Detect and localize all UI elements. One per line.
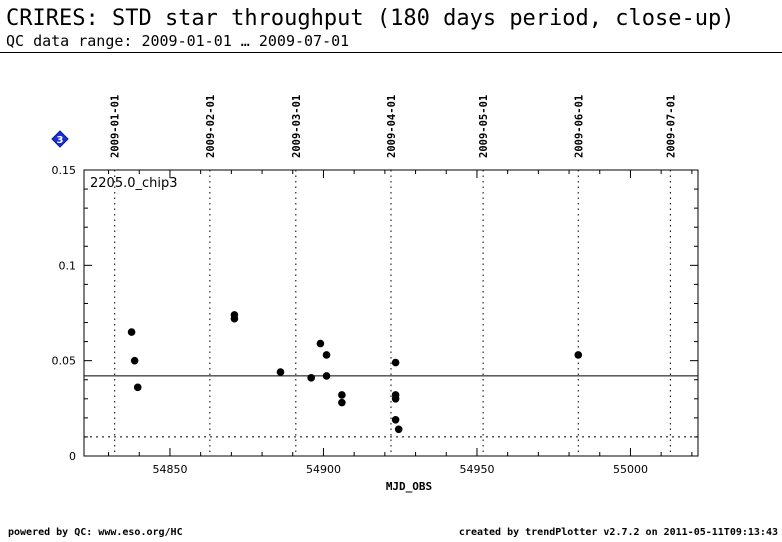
y-tick-label: 0.15 (52, 164, 77, 177)
data-point (338, 398, 346, 407)
date-marker-label: 2009-02-01 (205, 95, 217, 158)
date-marker-label: 2009-01-01 (110, 95, 122, 158)
data-point (230, 314, 239, 323)
data-point (133, 383, 142, 392)
data-point (574, 351, 583, 359)
date-marker-label: 2009-03-01 (291, 95, 303, 158)
plot-frame (83, 169, 699, 457)
footer-created-by: created by trendPlotter v2.7.2 on 2011-0… (458, 527, 778, 538)
x-tick-label: 54900 (306, 463, 341, 476)
data-point (307, 374, 315, 382)
chart-title: CRIRES: STD star throughput (180 days pe… (6, 6, 735, 31)
data-point (394, 425, 403, 434)
y-tick-label: 0.1 (59, 259, 77, 272)
data-point (316, 339, 325, 348)
date-marker-label: 2009-05-01 (478, 95, 490, 158)
date-marker-label: 2009-04-01 (386, 95, 398, 158)
data-point (322, 372, 331, 380)
data-point (391, 395, 400, 403)
diamond-marker-label: 3 (57, 135, 64, 146)
data-point (127, 328, 136, 336)
diamond-marker-icon (51, 130, 69, 148)
chart-subtitle: QC data range: 2009-01-01 … 2009-07-01 (6, 32, 350, 50)
data-point (322, 351, 331, 359)
panel-label: 2205.0_chip3 (90, 176, 178, 191)
data-point (130, 356, 139, 365)
data-point (391, 415, 400, 424)
header-divider (0, 52, 782, 53)
footer-powered-by: powered by QC: www.eso.org/HC (8, 527, 183, 538)
x-tick-label: 54950 (459, 463, 494, 476)
date-marker-label: 2009-06-01 (573, 95, 585, 158)
x-tick-label: 54850 (152, 463, 187, 476)
data-point (391, 358, 400, 367)
data-point (338, 391, 346, 399)
date-marker-label: 2009-07-01 (665, 95, 677, 158)
x-axis-label: MJD_OBS (386, 480, 432, 493)
data-point (276, 368, 285, 376)
x-tick-label: 55000 (613, 463, 648, 476)
y-tick-label: 0 (69, 450, 76, 463)
y-tick-label: 0.05 (52, 355, 77, 368)
